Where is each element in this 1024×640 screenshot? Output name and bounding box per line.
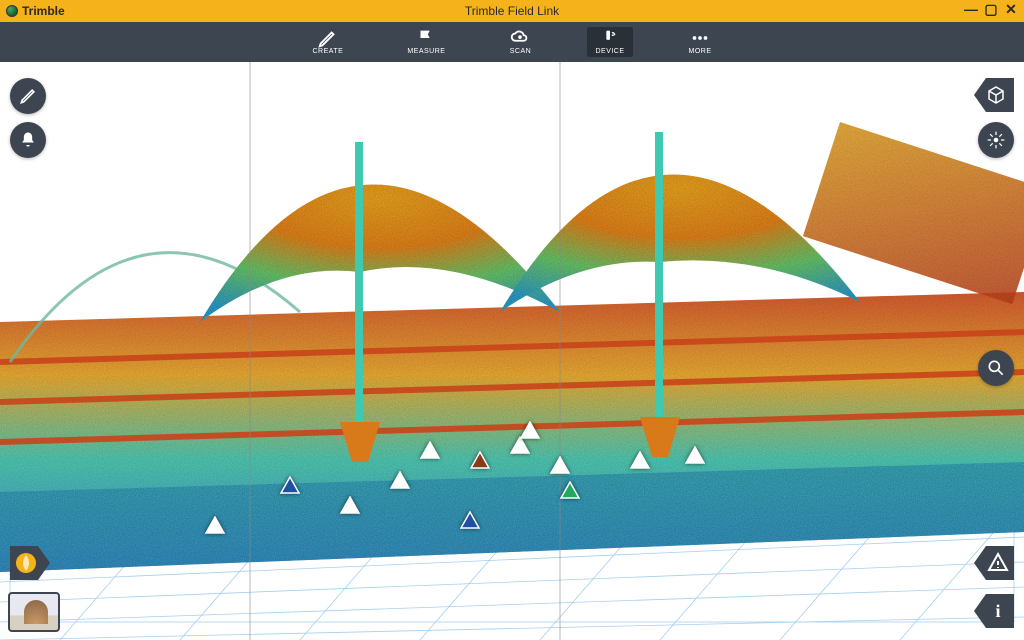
scan-thumbnail[interactable] xyxy=(8,592,60,632)
toolbar-device-label: DEVICE xyxy=(595,48,624,55)
toolbar-create-label: CREATE xyxy=(312,48,343,55)
toolbar-measure-label: MEASURE xyxy=(407,48,445,55)
view-cube-button[interactable] xyxy=(970,74,1018,116)
info-icon: i i xyxy=(970,590,1018,632)
toolbar-more[interactable]: MORE xyxy=(681,27,720,57)
toolbar-device[interactable]: DEVICE xyxy=(587,27,632,57)
view-cube-icon xyxy=(970,74,1018,116)
main-toolbar: CREATE MEASURE SCAN DEVICE MORE xyxy=(0,22,1024,62)
pencil-icon xyxy=(317,29,339,47)
bell-icon xyxy=(18,130,38,150)
notifications-button[interactable] xyxy=(10,122,46,158)
minimize-button[interactable]: — xyxy=(962,1,980,17)
toolbar-more-label: MORE xyxy=(689,48,712,55)
window-controls: — ▢ ✕ xyxy=(962,1,1020,17)
warning-icon xyxy=(970,542,1018,584)
toolbar-scan[interactable]: SCAN xyxy=(501,27,539,57)
zoom-button[interactable] xyxy=(978,350,1014,386)
window-title: Trimble Field Link xyxy=(465,4,559,18)
flag-icon xyxy=(415,29,437,47)
layers-button[interactable] xyxy=(6,542,54,584)
cloud-icon xyxy=(509,29,531,47)
more-icon xyxy=(689,29,711,47)
warnings-button[interactable] xyxy=(970,542,1018,584)
device-icon xyxy=(599,29,621,47)
titlebar: Trimble Trimble Field Link — ▢ ✕ xyxy=(0,0,1024,22)
brand: Trimble xyxy=(6,4,65,18)
orbit-button[interactable] xyxy=(978,122,1014,158)
layers-icon xyxy=(6,542,54,584)
edit-button[interactable] xyxy=(10,78,46,114)
pencil-icon xyxy=(18,86,38,106)
toolbar-scan-label: SCAN xyxy=(510,48,531,55)
svg-text:i: i xyxy=(995,601,1000,621)
magnifier-icon xyxy=(986,358,1006,378)
compass-icon xyxy=(986,130,1006,150)
brand-text: Trimble xyxy=(22,4,65,18)
close-button[interactable]: ✕ xyxy=(1002,1,1020,17)
pointcloud-render xyxy=(0,62,1024,640)
brand-globe-icon xyxy=(6,5,18,17)
viewport-3d[interactable]: i i xyxy=(0,62,1024,640)
toolbar-measure[interactable]: MEASURE xyxy=(399,27,453,57)
toolbar-create[interactable]: CREATE xyxy=(304,27,351,57)
maximize-button[interactable]: ▢ xyxy=(982,1,1000,17)
info-button[interactable]: i i xyxy=(970,590,1018,632)
